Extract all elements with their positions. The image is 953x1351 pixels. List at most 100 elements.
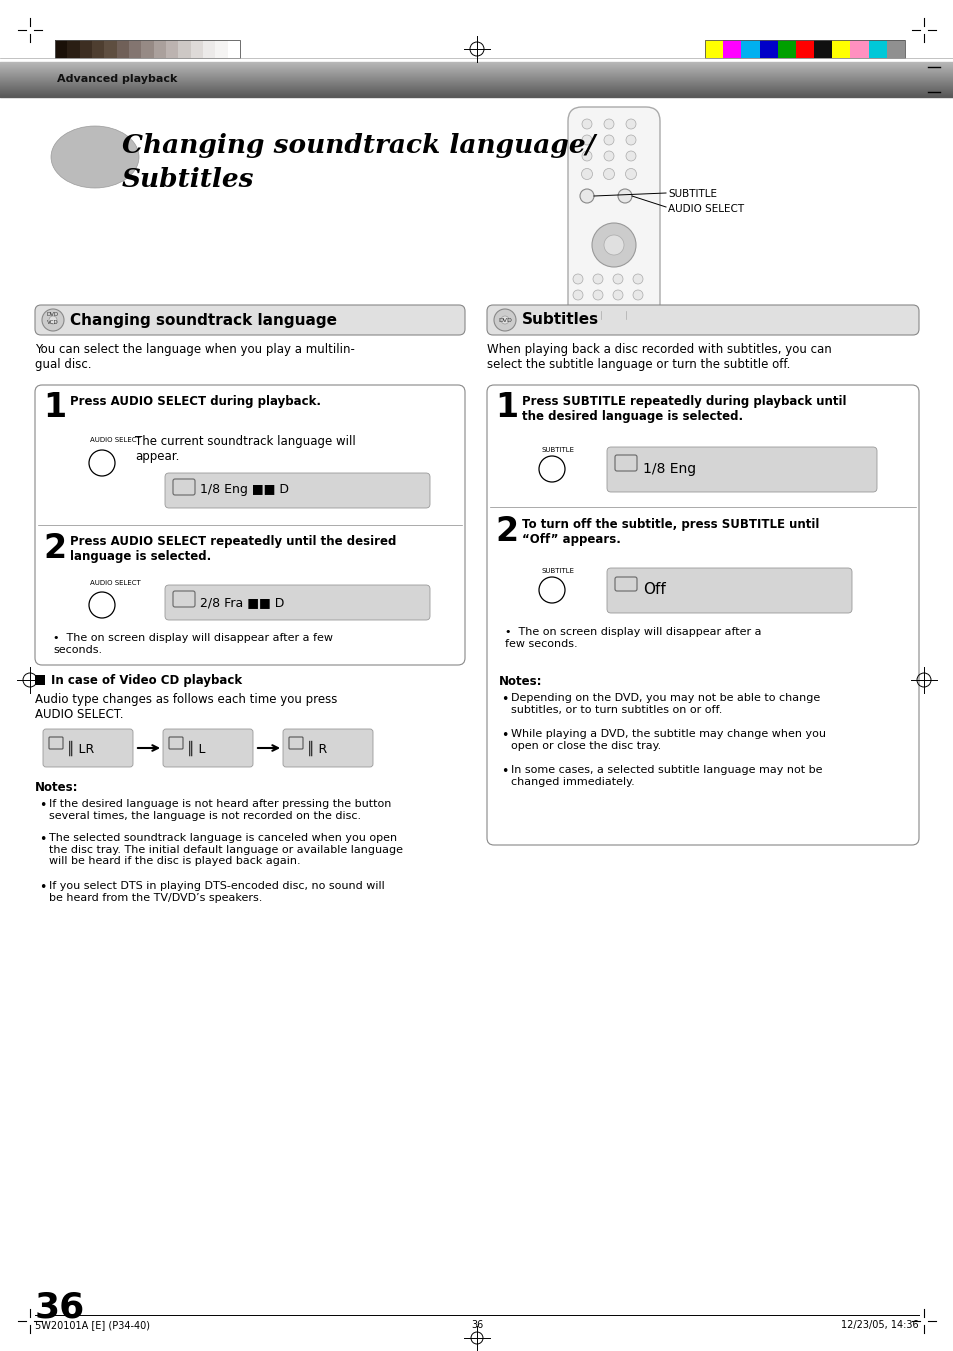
Circle shape [494,309,516,331]
Circle shape [573,274,582,284]
Circle shape [625,135,636,145]
Text: •: • [500,730,508,742]
Text: Press AUDIO SELECT during playback.: Press AUDIO SELECT during playback. [70,394,320,408]
Bar [203,41,215,58]
FancyBboxPatch shape [35,305,464,335]
Text: Depending on the DVD, you may not be able to change
subtitles, or to turn subtit: Depending on the DVD, you may not be abl… [511,693,820,715]
Bar [80,41,91,58]
Bar [868,41,886,58]
FancyBboxPatch shape [606,567,851,613]
Bar [831,41,849,58]
Text: Notes:: Notes: [498,676,542,688]
Circle shape [633,274,642,284]
Text: 5W20101A [E] (P34-40): 5W20101A [E] (P34-40) [35,1320,150,1329]
Circle shape [618,189,631,203]
FancyBboxPatch shape [615,455,637,471]
Circle shape [613,290,622,300]
Bar [129,41,141,58]
Circle shape [603,169,614,180]
FancyBboxPatch shape [35,385,464,665]
Text: •: • [39,798,47,812]
Text: VCD: VCD [47,319,59,324]
Text: While playing a DVD, the subtitle may change when you
open or close the disc tra: While playing a DVD, the subtitle may ch… [511,730,825,751]
Text: 36: 36 [35,1290,85,1324]
Circle shape [593,290,602,300]
Text: You can select the language when you play a multilin-
gual disc.: You can select the language when you pla… [35,343,355,372]
Bar [813,41,831,58]
FancyBboxPatch shape [567,107,659,322]
Text: Subtitles: Subtitles [122,168,254,192]
Circle shape [581,119,592,128]
Circle shape [89,450,115,476]
Bar [68,41,80,58]
FancyBboxPatch shape [283,730,373,767]
Text: DVD: DVD [497,317,512,323]
FancyBboxPatch shape [172,590,194,607]
Circle shape [581,169,592,180]
Bar [141,41,153,58]
Circle shape [500,316,509,324]
Bar [759,41,777,58]
FancyBboxPatch shape [43,730,132,767]
Text: •  The on screen display will disappear after a
few seconds.: • The on screen display will disappear a… [504,627,760,648]
Bar [55,41,240,58]
Circle shape [89,592,115,617]
FancyBboxPatch shape [486,385,918,844]
Text: The current soundtrack language will
appear.: The current soundtrack language will app… [135,435,355,463]
Text: If you select DTS in playing DTS-encoded disc, no sound will
be heard from the T: If you select DTS in playing DTS-encoded… [49,881,384,902]
Text: 1: 1 [43,390,66,424]
Text: In case of Video CD playback: In case of Video CD playback [51,674,242,688]
Circle shape [49,316,57,324]
FancyBboxPatch shape [289,738,303,748]
Circle shape [613,274,622,284]
FancyBboxPatch shape [615,577,637,590]
Circle shape [581,151,592,161]
Bar [740,41,759,58]
Bar [35,676,45,685]
Text: ║ L: ║ L [187,740,205,755]
Text: •: • [39,881,47,894]
FancyBboxPatch shape [165,585,430,620]
FancyBboxPatch shape [172,480,194,494]
Text: Press AUDIO SELECT repeatedly until the desired
language is selected.: Press AUDIO SELECT repeatedly until the … [70,535,395,563]
Circle shape [592,223,636,267]
Text: DVD: DVD [47,312,59,317]
Text: Notes:: Notes: [35,781,78,794]
FancyBboxPatch shape [486,305,918,335]
Bar [215,41,228,58]
Circle shape [538,577,564,603]
Text: 2: 2 [43,532,66,565]
Bar [795,41,813,58]
Text: 12/23/05, 14:36: 12/23/05, 14:36 [841,1320,918,1329]
Circle shape [625,169,636,180]
Text: •: • [500,765,508,778]
Text: Off: Off [642,582,665,597]
Text: SUBTITLE: SUBTITLE [667,189,717,199]
Text: If the desired language is not heard after pressing the button
several times, th: If the desired language is not heard aft… [49,798,391,820]
Circle shape [603,151,614,161]
Text: AUDIO SELECT: AUDIO SELECT [667,204,743,213]
Text: ║ LR: ║ LR [67,740,94,755]
Circle shape [42,309,64,331]
Bar [104,41,116,58]
Bar [91,41,104,58]
Circle shape [579,189,594,203]
Text: In some cases, a selected subtitle language may not be
changed immediately.: In some cases, a selected subtitle langu… [511,765,821,786]
Text: Changing soundtrack language: Changing soundtrack language [70,312,336,327]
Text: Advanced playback: Advanced playback [57,74,177,85]
Circle shape [593,274,602,284]
Circle shape [573,290,582,300]
Text: Subtitles: Subtitles [521,312,598,327]
Circle shape [603,135,614,145]
Text: 2: 2 [495,515,517,549]
Bar [166,41,178,58]
Text: •  The on screen display will disappear after a few
seconds.: • The on screen display will disappear a… [53,634,333,655]
Text: Press SUBTITLE repeatedly during playback until
the desired language is selected: Press SUBTITLE repeatedly during playbac… [521,394,845,423]
FancyBboxPatch shape [165,473,430,508]
Text: 36: 36 [471,1320,482,1329]
Bar [722,41,740,58]
Bar [55,41,68,58]
Bar [228,41,240,58]
FancyBboxPatch shape [163,730,253,767]
Text: When playing back a disc recorded with subtitles, you can
select the subtitle la: When playing back a disc recorded with s… [486,343,831,372]
